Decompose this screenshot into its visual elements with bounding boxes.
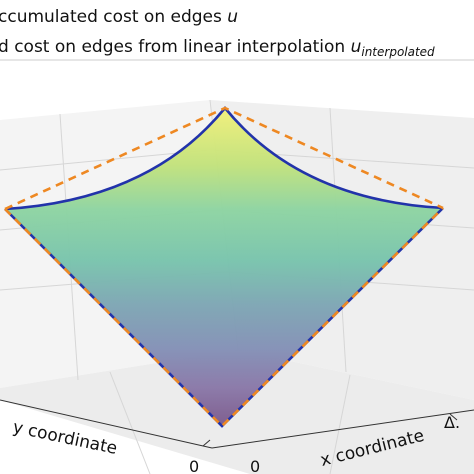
x-axis-line — [211, 409, 474, 449]
series-interpolated-cost-line — [4, 106, 444, 211]
legend: ccumulated cost on edges u d cost on edg… — [0, 0, 474, 61]
legend-entry-interpolated-cost: d cost on edges from linear interpolatio… — [0, 37, 435, 59]
legend-entry-interpolated-cost-symbol: u — [351, 37, 362, 57]
y-axis-line — [0, 399, 213, 449]
legend-entry-accumulated-cost-text: ccumulated cost on edges — [0, 7, 227, 27]
legend-entry-interpolated-cost-text: d cost on edges from linear interpolatio… — [0, 37, 351, 57]
legend-box — [0, 0, 474, 61]
y-tick-label-0: 0 — [189, 457, 199, 474]
x-tick-label-0: 0 — [250, 457, 260, 474]
legend-entry-accumulated-cost: ccumulated cost on edges u — [0, 7, 238, 27]
legend-entry-interpolated-cost-subscript: interpolated — [361, 45, 435, 59]
x-tick-label-end: Δ. — [444, 413, 460, 432]
axes-lines — [0, 399, 474, 449]
y-tick-0 — [202, 439, 211, 447]
x-tick-end — [449, 413, 458, 421]
series-interpolated-cost-edge-lower — [4, 207, 444, 428]
legend-entry-accumulated-cost-symbol: u — [227, 7, 238, 27]
series-lines — [4, 105, 444, 428]
